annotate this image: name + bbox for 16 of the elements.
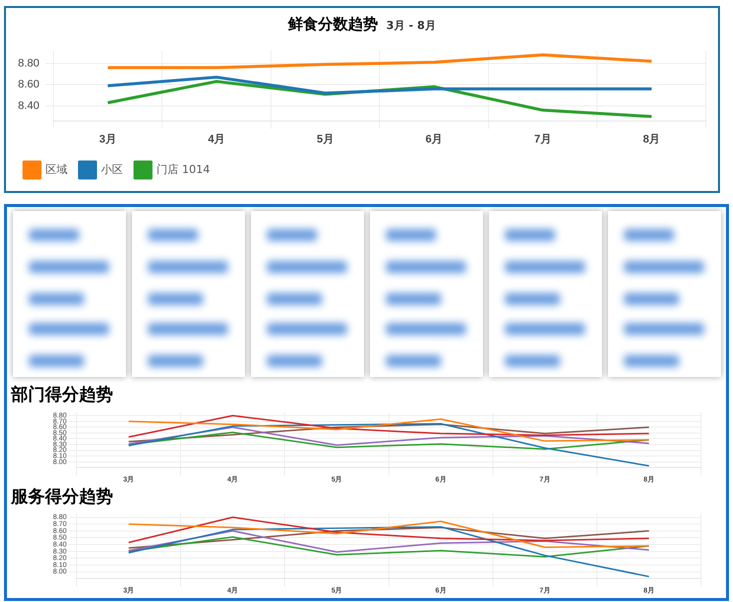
- x-tick-label: 4月: [208, 133, 226, 146]
- chart-subtitle: 3月 - 8月: [386, 19, 436, 32]
- legend-label: 小区: [101, 162, 123, 176]
- x-tick-label: 6月: [426, 133, 443, 146]
- legend-label: 门店 1014: [156, 162, 210, 176]
- x-tick-label: 5月: [316, 133, 334, 146]
- chart-title: 部门得分趋势: [11, 384, 113, 406]
- y-tick-label: 8.40: [18, 100, 40, 112]
- x-tick-label: 8月: [643, 133, 660, 146]
- x-tick-label: 7月: [534, 133, 552, 146]
- y-tick-label: 8.80: [18, 57, 40, 70]
- x-tick-label: 3月: [99, 133, 116, 146]
- legend-label: 区域: [46, 162, 68, 176]
- chart-title: 服务得分趋势: [11, 486, 113, 508]
- chart-title: 鲜食分数趋势: [288, 15, 378, 33]
- y-tick-label: 8.60: [18, 78, 40, 91]
